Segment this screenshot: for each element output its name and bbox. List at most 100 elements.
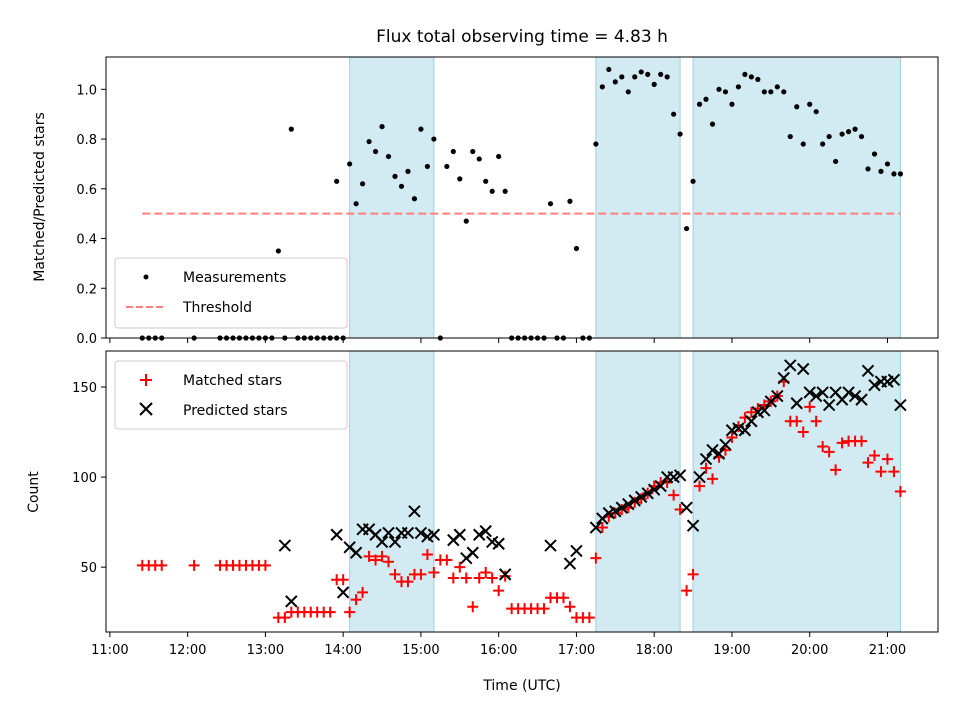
measurement-point: [418, 126, 424, 132]
measurement-point: [807, 101, 813, 107]
matched-stars-point: [460, 572, 472, 584]
measurement-point: [275, 248, 281, 254]
matched-stars-point: [836, 437, 848, 449]
matched-stars-point: [791, 415, 803, 427]
measurement-point: [716, 86, 722, 92]
matched-stars-point: [376, 550, 388, 562]
predicted-stars-point: [622, 497, 635, 511]
top-y-tick-label: 0.6: [76, 183, 97, 198]
x-tick-label: 21:00: [869, 643, 906, 658]
predicted-stars-point: [479, 524, 492, 538]
top-interval-band-2: [595, 56, 681, 339]
bottom-legend: Matched stars Predicted stars: [114, 360, 348, 430]
measurement-point: [833, 158, 839, 165]
x-tick-label: 15:00: [402, 643, 439, 658]
measurement-point: [398, 183, 405, 189]
bottom-legend-box: [114, 360, 348, 430]
measurement-point: [411, 196, 418, 202]
measurement-point: [761, 89, 767, 95]
matched-stars-point: [499, 570, 511, 582]
predicted-stars-point: [635, 490, 648, 504]
predicted-stars-point: [842, 386, 855, 399]
predicted-stars-point: [855, 393, 868, 406]
observing-intervals: [349, 56, 901, 633]
measurement-point: [774, 84, 780, 90]
predicted-stars-point: [848, 389, 862, 403]
predicted-stars-point: [861, 364, 875, 378]
x-tick-label: 13:00: [247, 643, 284, 658]
top-legend: Measurements Threshold: [114, 257, 348, 329]
matched-stars-point: [259, 559, 271, 571]
matched-stars-point: [797, 426, 809, 438]
measurement-point: [826, 133, 832, 140]
predicted-stars-point: [777, 371, 790, 385]
measurement-point: [651, 81, 657, 87]
matched-stars-point: [188, 559, 200, 571]
matched-stars-point: [383, 556, 395, 568]
predicted-stars-point: [673, 469, 687, 482]
x-tick-label: 16:00: [480, 643, 517, 658]
measurement-point: [385, 153, 392, 160]
predicted-stars-point: [745, 415, 758, 428]
matched-stars-point: [337, 574, 349, 586]
measurement-point: [852, 126, 858, 132]
measurement-point: [696, 101, 703, 107]
measurement-point: [496, 153, 502, 160]
x-tick-label: 20:00: [791, 643, 828, 658]
predicted-stars-point: [285, 595, 298, 608]
matched-stars-point: [868, 449, 880, 461]
bottom-interval-band-2: [595, 350, 681, 633]
matched-stars-point: [324, 606, 336, 618]
predicted-stars-point: [647, 483, 661, 496]
predicted-stars-point: [375, 535, 389, 549]
predicted-stars-point: [628, 494, 641, 507]
predicted-stars-point: [388, 535, 402, 549]
predicted-stars-point: [816, 386, 829, 399]
measurement-point: [800, 141, 806, 147]
matched-stars-point: [862, 457, 874, 469]
measurement-point: [709, 121, 716, 127]
matched-stars-point: [745, 406, 757, 418]
measurement-point: [865, 166, 871, 172]
predicted-stars-point: [453, 528, 467, 541]
measurement-point: [625, 89, 631, 95]
predicted-stars-point: [492, 537, 505, 550]
matched-stars-point: [363, 550, 375, 562]
measurement-point: [431, 136, 437, 142]
matched-stars-point: [590, 552, 602, 564]
measurement-point: [379, 124, 385, 130]
x-tick-label: 19:00: [713, 643, 750, 658]
matched-stars-point: [454, 561, 466, 573]
matched-stars-point: [486, 572, 498, 584]
matched-stars-point: [156, 559, 168, 571]
predicted-stars-point: [382, 526, 395, 540]
measurement-point: [457, 176, 463, 182]
measurement-point: [483, 178, 489, 184]
measurement-point: [683, 225, 690, 232]
matched-stars-point: [668, 489, 680, 501]
matched-stars-point: [823, 446, 835, 458]
measurement-point: [742, 71, 748, 78]
matched-stars-point: [810, 415, 822, 427]
matched-stars-point: [370, 554, 382, 566]
predicted-stars-point: [809, 389, 823, 403]
measurement-point: [450, 148, 456, 155]
measurement-point: [884, 161, 891, 167]
predicted-stars-point: [719, 438, 732, 451]
measurement-point: [405, 168, 411, 174]
predicted-stars-point: [680, 501, 693, 514]
predicted-stars-point: [609, 505, 622, 518]
measurement-point: [897, 171, 904, 177]
bottom-interval-band-3: [692, 350, 901, 633]
matched-stars-point: [428, 567, 440, 579]
predicted-stars-point: [686, 519, 700, 532]
matched-stars-point: [350, 594, 362, 606]
x-tick-label: 18:00: [635, 643, 672, 658]
measurement-point: [463, 218, 469, 224]
predicted-stars-point: [336, 586, 350, 599]
top-y-tick-label: 0.2: [76, 282, 97, 297]
predicted-stars-point: [803, 386, 816, 399]
matched-stars-point: [467, 601, 479, 613]
matched-stars-point: [707, 473, 719, 485]
predicted-stars-point: [473, 528, 486, 541]
